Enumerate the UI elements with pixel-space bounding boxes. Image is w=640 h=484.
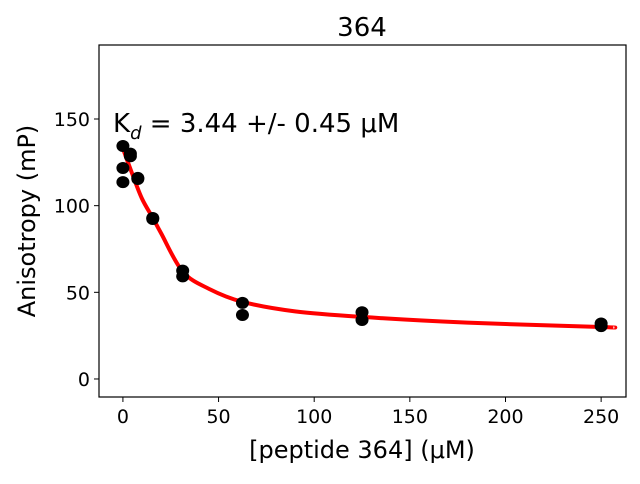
data-point	[235, 296, 249, 309]
data-point	[123, 150, 137, 163]
x-tick-label: 250	[583, 406, 619, 428]
fit-curve	[121, 147, 618, 330]
chart-title: 364	[337, 13, 387, 43]
data-point	[116, 162, 130, 175]
data-point	[594, 320, 608, 333]
plot-frame	[98, 44, 627, 398]
x-tick-label: 150	[392, 406, 428, 428]
y-tick-label: 0	[78, 369, 90, 391]
x-tick-label: 200	[487, 406, 523, 428]
data-point	[116, 140, 130, 153]
x-axis-label: [peptide 364] (μM)	[249, 436, 475, 464]
y-tick-label: 50	[66, 282, 90, 304]
data-point	[146, 213, 160, 226]
y-tick-label: 100	[54, 196, 90, 218]
y-axis-label: Anisotropy (mP)	[13, 125, 41, 318]
x-tick-label: 0	[117, 406, 129, 428]
data-point	[176, 270, 190, 283]
data-point	[116, 176, 130, 189]
data-point	[235, 309, 249, 322]
data-point	[131, 172, 145, 185]
data-point	[355, 314, 369, 327]
annotation-kd: Kd = 3.44 +/- 0.45 μM	[113, 109, 399, 144]
y-tick-label: 150	[54, 109, 90, 131]
x-tick-label: 50	[206, 406, 230, 428]
x-tick-label: 100	[296, 406, 332, 428]
